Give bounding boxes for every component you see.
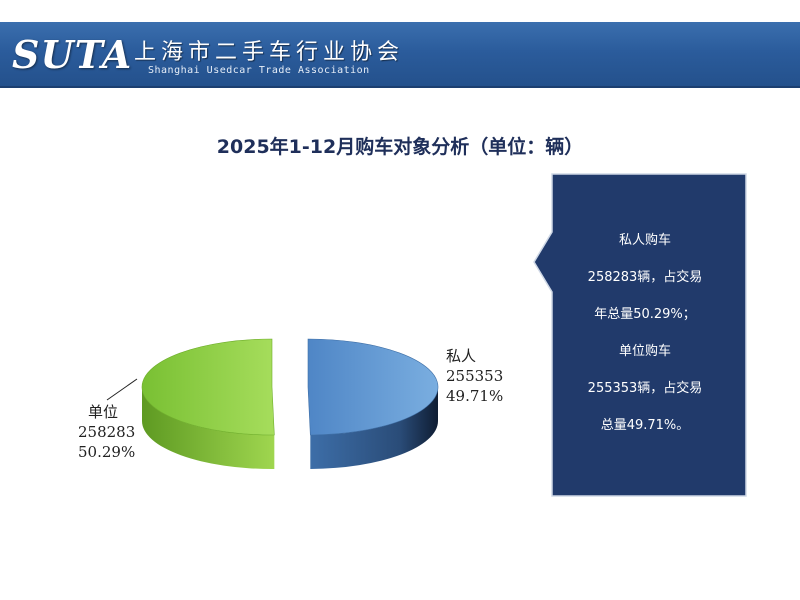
callout-line-2: 258283辆，占交易: [587, 270, 703, 285]
private-slice-label: 私人 255353 49.71%: [446, 346, 503, 406]
suta-logo: SUTA: [12, 32, 133, 77]
private-label-name: 私人: [446, 347, 477, 365]
callout-line-5: 255353辆，占交易: [587, 381, 703, 396]
private-slice-top: [307, 338, 439, 436]
callout-line-4: 单位购车: [618, 344, 671, 359]
org-name-cn: 上海市二手车行业协会: [134, 40, 405, 65]
unit-slice-top: [141, 338, 275, 436]
private-label-percent: 49.71%: [446, 387, 504, 405]
unit-slice-side: [142, 387, 275, 470]
callout-line-1: 私人购车: [618, 233, 671, 248]
chart-title: 2025年1-12月购车对象分析（单位：辆）: [216, 136, 584, 158]
unit-slice: [141, 338, 275, 470]
callout-box: [533, 173, 747, 497]
unit-label-value: 258283: [78, 423, 136, 441]
callout-text: 私人购车 258283辆，占交易 年总量50.29%； 单位购车 255353辆…: [560, 222, 730, 444]
unit-label-name: 单位: [88, 403, 119, 421]
private-label-value: 255353: [446, 367, 504, 385]
unit-slice-label: 单位 258283 50.29%: [78, 402, 135, 462]
header-banner: SUTA 上海市二手车行业协会 Shanghai Usedcar Trade A…: [0, 22, 800, 88]
unit-leader-line: [106, 378, 138, 401]
callout-line-3: 年总量50.29%；: [594, 307, 696, 322]
unit-label-percent: 50.29%: [78, 443, 136, 461]
callout-line-6: 总量49.71%。: [600, 418, 690, 433]
private-slice: [307, 338, 439, 469]
org-name-en: Shanghai Usedcar Trade Association: [148, 65, 370, 76]
private-slice-side: [310, 387, 438, 469]
